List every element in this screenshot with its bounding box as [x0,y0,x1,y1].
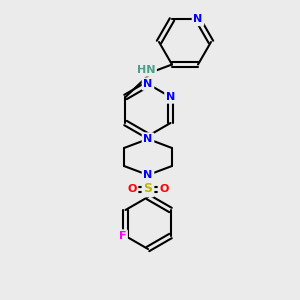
Text: O: O [159,184,169,194]
Text: F: F [119,231,126,241]
Text: S: S [143,182,152,196]
Text: N: N [143,134,153,144]
Text: N: N [143,170,153,180]
Text: O: O [127,184,137,194]
Text: HN: HN [137,65,155,75]
Text: N: N [194,14,202,25]
Text: N: N [143,79,153,89]
Text: N: N [166,92,175,102]
